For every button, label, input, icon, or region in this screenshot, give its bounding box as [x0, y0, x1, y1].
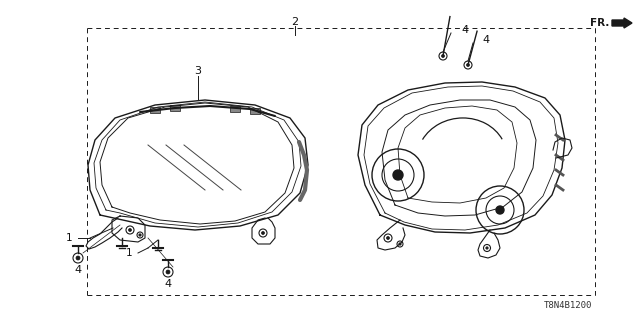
FancyBboxPatch shape [150, 107, 160, 113]
Text: 4: 4 [483, 35, 490, 45]
Text: T8N4B1200: T8N4B1200 [543, 301, 592, 310]
Text: 4: 4 [164, 279, 172, 289]
Circle shape [76, 256, 80, 260]
Circle shape [129, 228, 131, 231]
Circle shape [166, 270, 170, 274]
Text: 3: 3 [195, 66, 202, 76]
Circle shape [496, 206, 504, 214]
Circle shape [442, 54, 445, 58]
Text: 4: 4 [74, 265, 81, 275]
Circle shape [387, 236, 390, 239]
Text: 4: 4 [461, 25, 468, 35]
Circle shape [467, 63, 470, 67]
Text: 1: 1 [125, 248, 132, 258]
Circle shape [486, 247, 488, 249]
Text: 2: 2 [291, 17, 299, 27]
Circle shape [139, 234, 141, 236]
Text: FR.: FR. [590, 18, 609, 28]
Circle shape [262, 231, 264, 235]
Text: 1: 1 [65, 233, 72, 243]
FancyBboxPatch shape [250, 108, 260, 114]
FancyArrow shape [612, 18, 632, 28]
Circle shape [393, 170, 403, 180]
Circle shape [399, 243, 401, 245]
FancyBboxPatch shape [230, 106, 240, 112]
FancyBboxPatch shape [170, 105, 180, 111]
